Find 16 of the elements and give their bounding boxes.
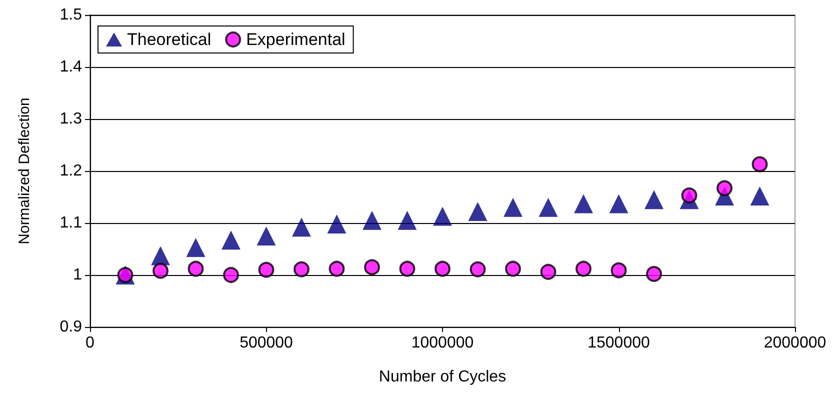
legend-label: Theoretical <box>127 30 212 49</box>
y-tick-label: 1.5 <box>60 6 82 24</box>
legend-label: Experimental <box>246 30 346 49</box>
x-tick-label: 2000000 <box>764 334 826 352</box>
x-tick-label: 1000000 <box>411 334 474 352</box>
x-tick-label: 500000 <box>240 334 294 352</box>
y-tick-label: 0.9 <box>60 318 82 336</box>
y-tick-label: 1.1 <box>60 214 82 232</box>
y-tick-label: 1.4 <box>60 58 82 76</box>
y-tick-label: 1.3 <box>60 110 82 128</box>
x-tick-label: 1500000 <box>588 334 650 352</box>
y-tick-label: 1 <box>73 266 82 284</box>
x-tick-label: 0 <box>86 334 95 352</box>
y-axis-title: Normalized Deflection <box>16 98 33 244</box>
x-axis-title: Number of Cycles <box>378 368 506 386</box>
y-tick-label: 1.2 <box>60 162 82 180</box>
